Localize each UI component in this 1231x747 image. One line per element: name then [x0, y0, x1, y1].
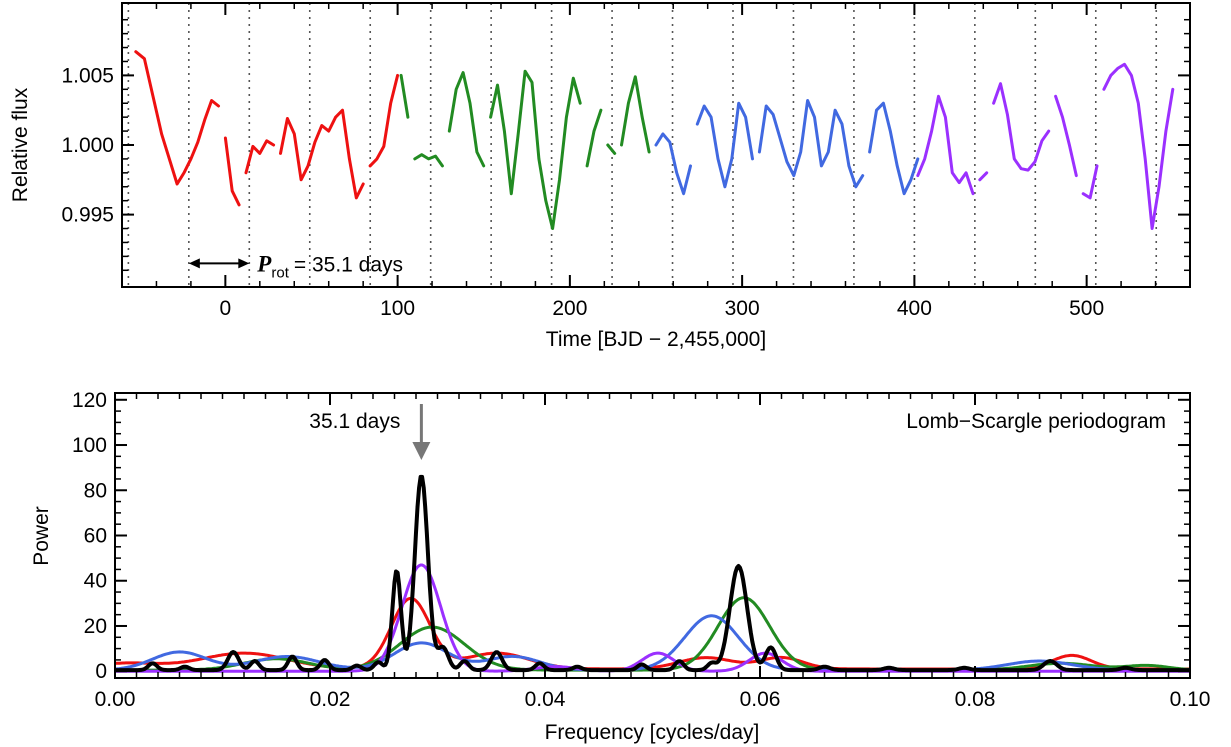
periodogram-frame	[114, 392, 1191, 679]
y-tick-label: 0.995	[61, 204, 114, 227]
y-tick-label: 120	[72, 389, 107, 412]
x-tick-label: 0.00	[95, 688, 136, 711]
period-arrow-head-left	[188, 258, 200, 269]
light-curve-frame	[121, 2, 1191, 288]
period-label: Prot = 35.1 days	[256, 251, 403, 281]
y-tick-label: 100	[72, 434, 107, 457]
x-tick-label: 0.06	[740, 688, 781, 711]
x-tick-label: 100	[380, 297, 415, 320]
x-tick-label: 0.02	[310, 688, 351, 711]
y-tick-label: 80	[84, 479, 107, 502]
peak-annotation: 35.1 days	[309, 404, 431, 460]
rotation-grid-lines	[127, 3, 1158, 287]
periodogram-title: Lomb−Scargle periodogram	[906, 410, 1166, 433]
y-tick-label: 40	[84, 570, 107, 593]
periodogram-q3	[115, 614, 1190, 672]
y-tick-label: 60	[84, 525, 107, 548]
light-curve-ticks: 0 100 200 300 400 500 0.995 1.000 1.005	[61, 3, 1191, 320]
light-curve-ylabel: Relative flux	[9, 87, 32, 202]
light-curve-q4	[916, 62, 1175, 230]
period-subscript: rot	[271, 264, 289, 281]
period-arrow-head-right	[238, 258, 250, 269]
y-tick-label: 20	[84, 615, 107, 638]
periodogram-panel: 0.00 0.02 0.04 0.06 0.08 0.10020406080100120 …	[30, 389, 1210, 744]
x-tick-label: 0	[220, 297, 232, 320]
period-value: = 35.1 days	[294, 253, 403, 276]
x-tick-label: 0.10	[1170, 688, 1211, 711]
y-tick-label: 0	[95, 660, 107, 683]
light-curve-q2	[399, 69, 651, 230]
periodogram-q2	[115, 596, 1190, 672]
y-tick-label: 1.005	[61, 64, 114, 87]
peak-arrow-head	[412, 442, 431, 460]
x-tick-label: 200	[552, 297, 587, 320]
light-curve-xlabel: Time [BJD − 2,455,000]	[546, 328, 766, 351]
period-symbol: P	[256, 251, 272, 276]
period-annotation: Prot = 35.1 days	[188, 251, 403, 281]
y-tick-label: 1.000	[61, 134, 114, 157]
light-curve-panel: 0 100 200 300 400 500 0.995 1.000 1.005 Prot = 35…	[9, 2, 1191, 351]
x-tick-label: 500	[1069, 297, 1104, 320]
x-tick-label: 400	[897, 297, 932, 320]
peak-label: 35.1 days	[309, 410, 400, 433]
periodogram-combined	[115, 474, 1190, 673]
light-curve-q1	[134, 50, 400, 207]
x-tick-label: 0.04	[525, 688, 566, 711]
periodogram-series	[115, 474, 1190, 673]
light-curve-q3	[654, 99, 920, 196]
periodogram-q4	[115, 563, 1190, 673]
periodogram-ylabel: Power	[30, 506, 53, 566]
periodogram-xlabel: Frequency [cycles/day]	[545, 721, 760, 744]
light-curve-series	[134, 50, 1175, 230]
x-tick-label: 300	[725, 297, 760, 320]
x-tick-label: 0.08	[955, 688, 996, 711]
